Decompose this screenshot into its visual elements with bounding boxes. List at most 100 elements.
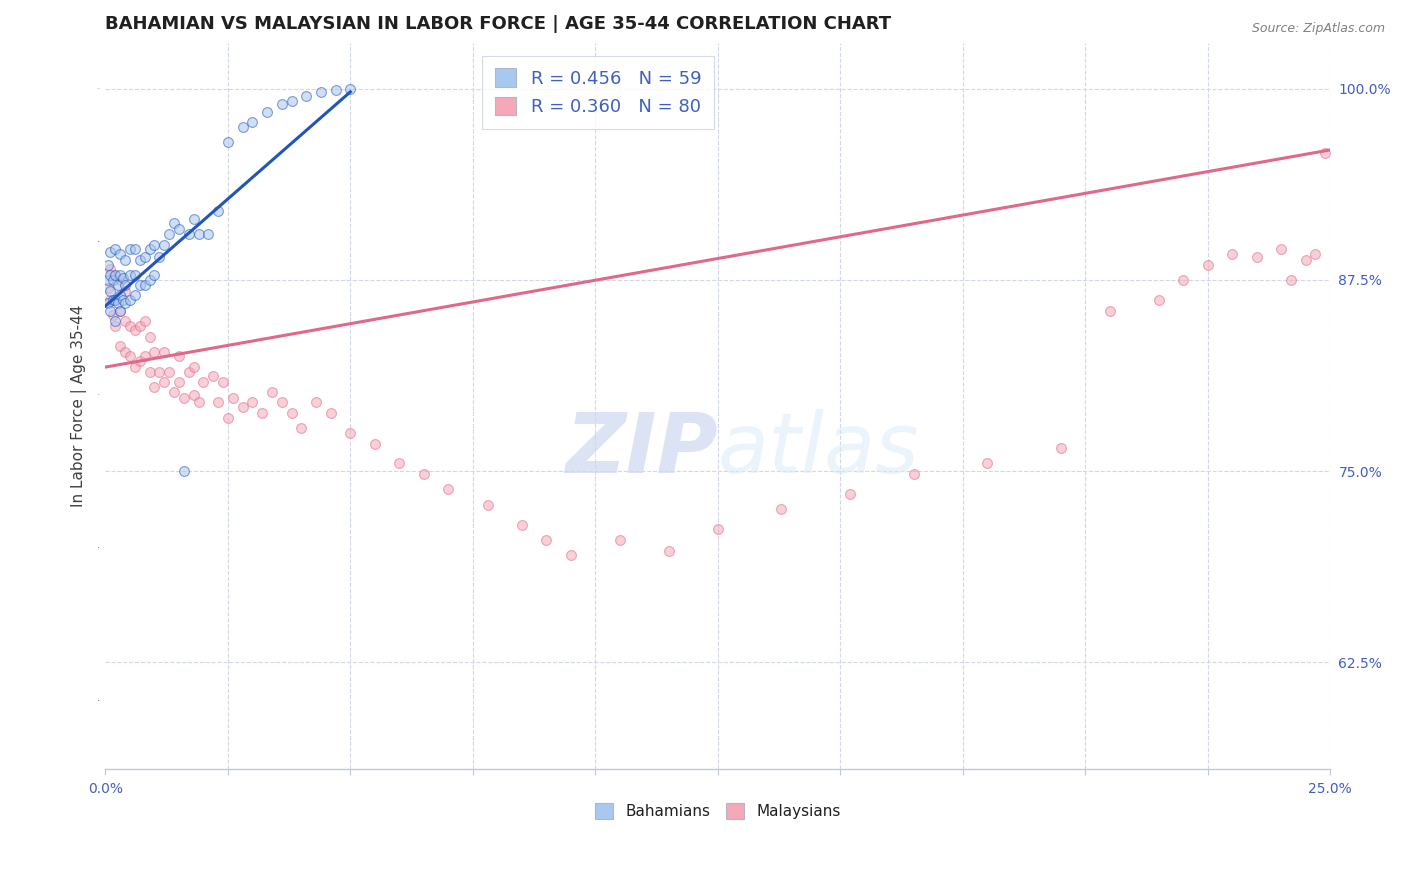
Point xyxy=(134,250,156,264)
Point xyxy=(101,293,124,307)
Point xyxy=(143,344,166,359)
Point xyxy=(232,120,254,134)
Point xyxy=(107,296,129,310)
Text: BAHAMIAN VS MALAYSIAN IN LABOR FORCE | AGE 35-44 CORRELATION CHART: BAHAMIAN VS MALAYSIAN IN LABOR FORCE | A… xyxy=(105,15,891,33)
Point xyxy=(108,247,131,261)
Y-axis label: In Labor Force | Age 35-44: In Labor Force | Age 35-44 xyxy=(72,305,87,508)
Point xyxy=(114,296,136,310)
Point xyxy=(290,421,312,435)
Point xyxy=(98,284,121,298)
Point xyxy=(134,277,156,292)
Point xyxy=(108,268,131,283)
Point xyxy=(173,391,195,405)
Point xyxy=(114,344,136,359)
Point xyxy=(305,395,328,409)
Point xyxy=(128,253,150,268)
Point xyxy=(124,288,146,302)
Point xyxy=(1098,303,1121,318)
Point xyxy=(1279,273,1302,287)
Point xyxy=(98,245,121,260)
Point xyxy=(104,293,127,307)
Point xyxy=(124,268,146,283)
Point xyxy=(202,369,225,384)
Point xyxy=(270,97,292,112)
Point xyxy=(98,303,121,318)
Point xyxy=(118,293,141,307)
Point xyxy=(143,237,166,252)
Point xyxy=(339,425,361,440)
Point xyxy=(124,323,146,337)
Point xyxy=(104,243,127,257)
Point xyxy=(118,268,141,283)
Point xyxy=(1220,247,1243,261)
Point xyxy=(388,457,411,471)
Point xyxy=(1049,441,1071,455)
Point xyxy=(138,365,160,379)
Point xyxy=(98,262,121,277)
Point xyxy=(104,318,127,333)
Point xyxy=(128,318,150,333)
Point xyxy=(114,314,136,328)
Point xyxy=(903,467,925,482)
Point xyxy=(108,339,131,353)
Point xyxy=(295,89,318,103)
Point xyxy=(153,376,176,390)
Point xyxy=(167,222,190,236)
Point xyxy=(280,94,302,108)
Point xyxy=(609,533,631,547)
Point xyxy=(153,344,176,359)
Point xyxy=(309,85,332,99)
Point xyxy=(1171,273,1194,287)
Point xyxy=(364,436,387,450)
Point xyxy=(104,293,127,307)
Point xyxy=(148,365,170,379)
Point xyxy=(124,360,146,375)
Point xyxy=(128,277,150,292)
Point xyxy=(128,354,150,368)
Point xyxy=(187,227,209,241)
Point xyxy=(173,464,195,478)
Point xyxy=(1246,250,1268,264)
Point xyxy=(280,406,302,420)
Point xyxy=(177,365,200,379)
Point xyxy=(212,376,235,390)
Point xyxy=(143,268,166,283)
Point xyxy=(108,273,131,287)
Point xyxy=(658,543,681,558)
Point xyxy=(706,522,728,536)
Point xyxy=(153,237,176,252)
Text: Source: ZipAtlas.com: Source: ZipAtlas.com xyxy=(1251,22,1385,36)
Point xyxy=(111,293,134,307)
Legend: Bahamians, Malaysians: Bahamians, Malaysians xyxy=(588,796,848,827)
Point xyxy=(260,384,283,399)
Point xyxy=(536,533,558,547)
Text: ZIP: ZIP xyxy=(565,409,717,491)
Point xyxy=(108,303,131,318)
Point xyxy=(222,391,245,405)
Point xyxy=(104,314,127,328)
Point xyxy=(207,395,229,409)
Point xyxy=(256,104,278,119)
Point xyxy=(177,227,200,241)
Point xyxy=(187,395,209,409)
Point xyxy=(163,216,186,230)
Point xyxy=(339,82,361,96)
Point xyxy=(217,136,239,150)
Point xyxy=(97,273,120,287)
Point xyxy=(183,360,205,375)
Point xyxy=(157,365,180,379)
Point xyxy=(1295,253,1317,268)
Point xyxy=(97,258,120,272)
Point xyxy=(250,406,273,420)
Point xyxy=(143,380,166,394)
Point xyxy=(114,277,136,292)
Point xyxy=(183,211,205,226)
Point xyxy=(138,243,160,257)
Point xyxy=(167,350,190,364)
Point xyxy=(770,502,793,516)
Point xyxy=(560,548,582,562)
Point xyxy=(1313,146,1336,161)
Point xyxy=(510,517,533,532)
Point xyxy=(108,303,131,318)
Point xyxy=(1197,258,1219,272)
